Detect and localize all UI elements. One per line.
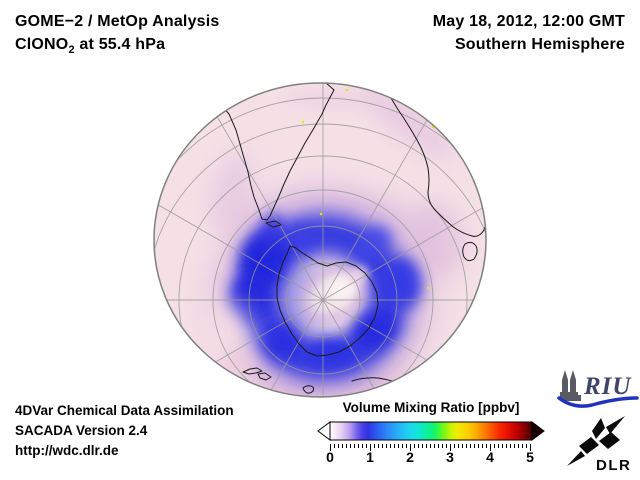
field-purple-east <box>410 202 464 278</box>
datetime-label: May 18, 2012, 12:00 GMT <box>432 13 625 30</box>
vortex-lobe-east <box>381 256 423 308</box>
colorbar-tick-label: 2 <box>406 449 414 465</box>
colorbar-tick-label: 0 <box>326 449 334 465</box>
credit-url: http://wdc.dlr.de <box>15 443 119 458</box>
colorbar-gradient <box>317 421 545 441</box>
colorbar-strip <box>329 421 533 441</box>
title-line1: GOME−2 / MetOp Analysis <box>15 13 220 30</box>
colorbar: Volume Mixing Ratio [ppbv] <box>315 400 547 470</box>
colorbar-arrow-right <box>531 421 545 441</box>
globe-rim <box>153 82 487 398</box>
dlr-star-icon <box>567 416 625 466</box>
colorbar-major-ticks <box>330 444 531 451</box>
coastline-new-zealand-south <box>242 367 263 375</box>
field-purple-west <box>210 153 254 231</box>
subscript-2: 2 <box>68 44 75 57</box>
dlr-logo: DLR <box>567 416 631 474</box>
credit-line1: 4DVar Chemical Data Assimilation <box>15 403 234 418</box>
coastline-africa <box>382 85 486 237</box>
credit-line2: SACADA Version 2.4 <box>15 423 148 438</box>
coastline-tasmania <box>302 385 315 394</box>
field-purple-streak-topright <box>363 86 453 158</box>
coastline-antarctica <box>276 245 379 357</box>
vortex-lobe-southwest <box>261 322 303 360</box>
colorbar-tick-label: 4 <box>486 449 494 465</box>
field-purple-streak-top <box>285 90 375 108</box>
hemisphere-label: Southern Hemisphere <box>454 36 625 53</box>
colorbar-tick-label: 3 <box>446 449 454 465</box>
coastline-south-america <box>214 83 335 221</box>
colorbar-tick-label: 5 <box>526 449 534 465</box>
title-line2: ClONO2 at 55.4 hPa <box>15 36 166 57</box>
coastline-madagascar <box>462 241 478 262</box>
colorbar-arrow-left <box>317 421 331 441</box>
dlr-logo-text: DLR <box>596 457 631 474</box>
vortex-lobe-northeast <box>354 226 392 260</box>
coastline-new-zealand-north <box>257 372 272 381</box>
graticule <box>154 83 486 397</box>
datetime-block: May 18, 2012, 12:00 GMT Southern Hemisph… <box>433 10 625 56</box>
vortex-lobe-south <box>304 338 356 366</box>
riu-swoosh <box>557 396 639 408</box>
coastline-tierra-del-fuego <box>265 220 282 228</box>
cathedral-icon <box>560 370 581 401</box>
colorbar-title: Volume Mixing Ratio [ppbv] <box>342 400 520 415</box>
title-block: GOME−2 / MetOp Analysis ClONO2 at 55.4 h… <box>15 10 220 62</box>
credits-block: 4DVar Chemical Data Assimilation SACADA … <box>15 401 234 461</box>
riu-logo: RIU <box>557 370 639 408</box>
colorbar-tick-label: 1 <box>366 449 374 465</box>
riu-logo-text: RIU <box>583 373 632 400</box>
field-gap-nz <box>220 351 256 375</box>
vortex-lobe-north <box>284 224 316 250</box>
